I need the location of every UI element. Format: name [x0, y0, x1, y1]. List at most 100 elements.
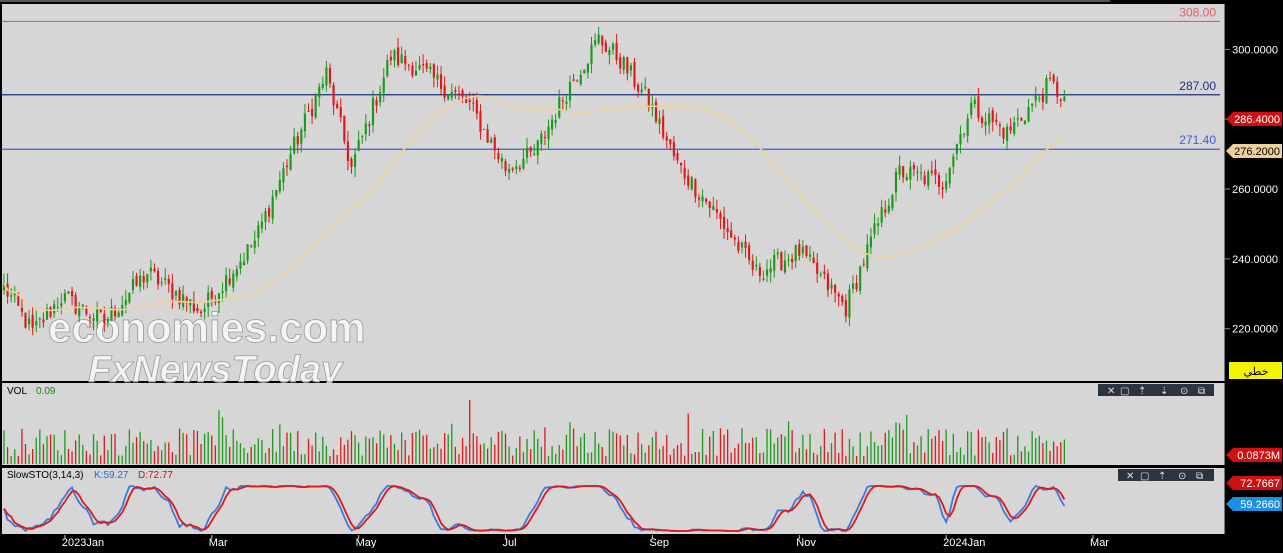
candle-body: [260, 221, 264, 229]
mode-badge-shape[interactable]: [1229, 362, 1282, 379]
volume-window-icon[interactable]: ▢: [1120, 386, 1129, 397]
candle-body: [597, 34, 600, 44]
candle-body: [28, 318, 31, 325]
candle-body: [350, 158, 353, 167]
volume-up-icon[interactable]: ⇡: [1138, 386, 1146, 397]
ma-value-badge-shape: [1226, 144, 1282, 158]
candle-body: [794, 245, 797, 262]
candle-body: [851, 283, 855, 289]
candle-body: [293, 136, 296, 154]
candle-body: [561, 100, 564, 102]
mode-badge[interactable]: خطي: [1229, 362, 1282, 379]
candle-body: [343, 115, 346, 142]
volume-clone-icon[interactable]: ⧉: [1198, 386, 1205, 397]
candle-body: [468, 99, 471, 102]
stochastic-settings-icon[interactable]: ⊙: [1178, 471, 1186, 482]
moving-average-line: [3, 95, 1065, 312]
volume-close-icon[interactable]: ✕: [1107, 386, 1115, 397]
stochastic-d-value: 72.7667: [1240, 478, 1280, 490]
time-tick-label: 2024Jan: [943, 537, 985, 548]
stochastic-toolbar[interactable]: ✕ ▢ ⇡ ⊙ ⧉: [1118, 469, 1214, 482]
candle-body: [619, 57, 622, 69]
candle-body: [357, 140, 360, 152]
candle-body: [637, 84, 640, 92]
candle-body: [572, 79, 575, 81]
candle-body: [783, 260, 787, 273]
candle-body: [948, 168, 951, 184]
candle-body: [980, 117, 984, 124]
candle-body: [38, 318, 41, 320]
candle-body: [210, 290, 213, 299]
volume-down-icon[interactable]: ⇣: [1160, 386, 1168, 397]
candle-body: [196, 308, 199, 312]
watermark-line1: economies.com: [48, 304, 365, 351]
candle-body: [740, 242, 744, 248]
candle-body: [665, 136, 668, 141]
candle-body: [307, 111, 310, 113]
candle-body: [250, 245, 253, 247]
candle-body: [640, 89, 643, 93]
candle-body: [887, 205, 890, 212]
candle-body: [518, 167, 521, 170]
candle-body: [425, 63, 428, 69]
price-tick-label: 300.0000: [1232, 44, 1278, 56]
candle-body: [525, 147, 529, 158]
candle-body: [131, 279, 135, 291]
candle-body: [364, 123, 367, 135]
volume-toolbar[interactable]: ✕ ▢ ⇡ ⇣ ⊙ ⧉: [1098, 384, 1214, 397]
stochastic-window-icon[interactable]: ▢: [1140, 471, 1149, 482]
stochastic-close-icon[interactable]: ✕: [1126, 471, 1134, 482]
candle-body: [500, 157, 504, 162]
candle-body: [515, 166, 518, 170]
candle-body: [536, 140, 539, 156]
candle-body: [773, 254, 776, 271]
candle-body: [962, 133, 966, 135]
candle-body: [13, 293, 16, 296]
candle-body: [24, 312, 27, 328]
candle-body: [733, 237, 736, 240]
candle-body: [135, 275, 138, 286]
candle-body: [128, 293, 131, 302]
candle-body: [74, 295, 77, 314]
candle-body: [285, 165, 289, 168]
candle-body: [1031, 103, 1034, 106]
candle-body: [758, 266, 761, 276]
candle-body: [576, 80, 579, 82]
candle-body: [880, 207, 883, 223]
candle-body: [697, 197, 701, 200]
candle-body: [765, 269, 769, 276]
candle-body: [321, 83, 324, 88]
candle-body: [873, 223, 876, 235]
candle-body: [203, 308, 206, 312]
candle-body: [10, 295, 13, 297]
mode-badge-text: خطي: [1244, 366, 1269, 378]
candle-body: [275, 190, 278, 197]
main-plot-area: [2, 4, 1225, 381]
price-tick-label: 240.0000: [1232, 254, 1278, 266]
candle-body: [959, 134, 962, 145]
candle-body: [106, 319, 109, 323]
stochastic-up-icon[interactable]: ⇡: [1158, 471, 1166, 482]
candle-body: [955, 144, 958, 154]
candle-body: [103, 313, 106, 324]
candle-body: [808, 254, 812, 257]
candle-body: [88, 317, 92, 319]
stochastic-d-badge: 72.7667: [1226, 476, 1282, 490]
candle-body: [834, 284, 837, 293]
candle-body: [318, 86, 321, 98]
candle-body: [1013, 122, 1016, 134]
candle-body: [443, 85, 446, 98]
candle-body: [579, 75, 582, 85]
candle-body: [705, 198, 708, 202]
candle-body: [615, 43, 618, 61]
volume-settings-icon[interactable]: ⊙: [1180, 386, 1188, 397]
candle-body: [153, 268, 156, 272]
candle-body: [988, 113, 991, 125]
candle-body: [99, 309, 102, 312]
candle-body: [529, 147, 532, 152]
candle-body: [543, 136, 547, 138]
stochastic-title: SlowSTO(3,14,3): [7, 470, 84, 481]
stochastic-clone-icon[interactable]: ⧉: [1196, 471, 1203, 482]
candle-body: [121, 305, 124, 316]
candle-body: [182, 294, 185, 307]
